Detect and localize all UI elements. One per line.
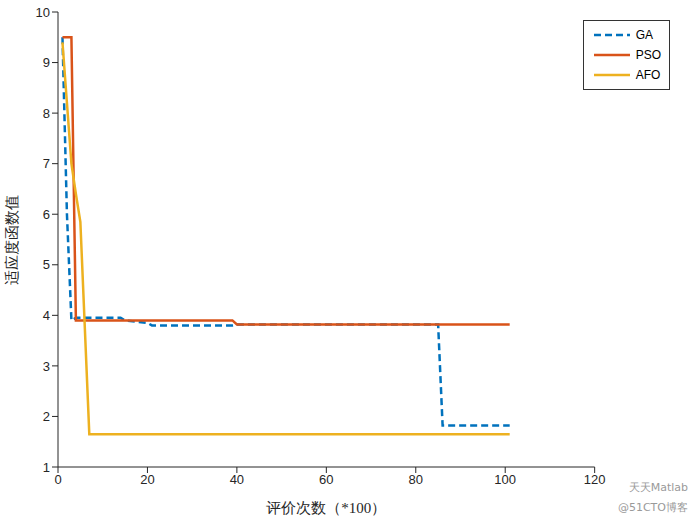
svg-text:8: 8 (43, 106, 50, 121)
svg-text:10: 10 (36, 5, 50, 20)
svg-text:6: 6 (43, 207, 50, 222)
svg-text:9: 9 (43, 55, 50, 70)
svg-text:120: 120 (584, 472, 606, 487)
svg-text:7: 7 (43, 156, 50, 171)
svg-text:1: 1 (43, 460, 50, 475)
svg-text:40: 40 (230, 472, 244, 487)
svg-text:3: 3 (43, 359, 50, 374)
svg-text:评价次数（*100）: 评价次数（*100） (266, 500, 386, 516)
svg-text:2: 2 (43, 409, 50, 424)
svg-text:0: 0 (54, 472, 61, 487)
svg-text:60: 60 (319, 472, 333, 487)
svg-text:5: 5 (43, 257, 50, 272)
svg-text:4: 4 (43, 308, 50, 323)
svg-text:适应度函数值: 适应度函数值 (8, 195, 20, 285)
svg-text:80: 80 (409, 472, 423, 487)
html-text:@51CTO博客: @51CTO博客 (617, 501, 688, 514)
html-text:天天Matlab: 天天Matlab (628, 481, 688, 494)
html-text:PSO: PSO (635, 48, 661, 62)
html-text:GA: GA (635, 28, 653, 42)
svg-text:20: 20 (140, 472, 154, 487)
svg-text:100: 100 (494, 472, 516, 487)
html-text:AFO: AFO (635, 68, 661, 82)
